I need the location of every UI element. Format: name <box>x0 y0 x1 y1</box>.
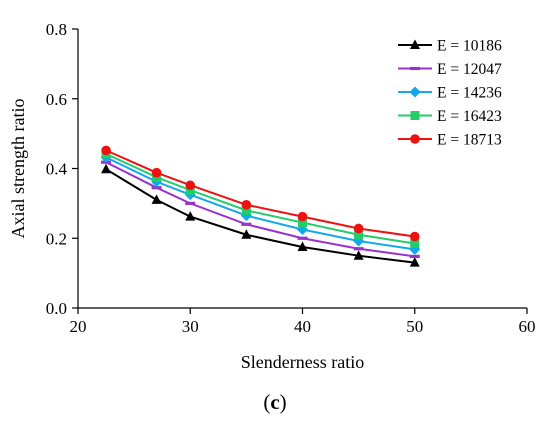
data-point <box>185 180 196 191</box>
legend-marker <box>410 111 420 120</box>
series-4 <box>101 149 420 248</box>
y-tick-label: 0.4 <box>46 160 68 179</box>
y-tick-label: 0.2 <box>46 229 67 248</box>
legend-label: E = 12047 <box>437 61 502 78</box>
x-axis-label: Slenderness ratio <box>241 352 364 372</box>
legend-label: E = 10186 <box>437 38 502 55</box>
legend-label: E = 18713 <box>437 132 502 149</box>
legend-item: E = 10186 <box>398 38 502 55</box>
data-point <box>354 230 364 240</box>
legend: E = 10186 E = 12047 E = 14236 E = 16423 E = … <box>398 38 502 149</box>
x-tick-label: 30 <box>182 317 199 336</box>
data-point <box>241 205 251 215</box>
y-tick-label: 0.0 <box>46 299 67 318</box>
y-tick-label: 0.6 <box>46 90 67 109</box>
data-point <box>151 194 162 204</box>
legend-label: E = 16423 <box>437 108 502 125</box>
legend-marker <box>410 66 420 71</box>
data-point <box>101 163 112 174</box>
legend-item: E = 14236 <box>398 85 502 102</box>
data-point <box>241 229 252 239</box>
data-point <box>241 222 252 226</box>
y-axis-label: Axial strength ratio <box>8 99 28 239</box>
series-1 <box>101 163 420 267</box>
legend-item: E = 18713 <box>398 132 502 149</box>
legend-marker <box>409 86 421 98</box>
data-point <box>241 199 252 210</box>
data-point <box>409 254 420 258</box>
legend-item: E = 12047 <box>398 61 502 78</box>
data-point <box>353 247 364 251</box>
y-tick-label: 0.8 <box>46 20 67 39</box>
data-point <box>151 186 162 190</box>
data-point <box>297 241 308 251</box>
legend-marker <box>410 39 420 49</box>
series-line <box>105 149 415 238</box>
data-point <box>297 211 308 222</box>
data-point <box>353 223 364 234</box>
data-point <box>298 218 307 228</box>
caption-letter: c <box>270 390 280 414</box>
data-point <box>409 257 420 267</box>
series-line <box>105 168 415 264</box>
legend-item: E = 16423 <box>398 108 502 125</box>
data-point <box>151 167 162 178</box>
line-chart: 20 30 40 50 60 0.0 0.2 0.4 0.6 0.8 Slenderness rat… <box>8 20 536 372</box>
caption-open: ( <box>263 390 271 414</box>
caption-close: ) <box>279 390 287 414</box>
series-3 <box>100 151 421 255</box>
data-point <box>410 238 420 248</box>
data-point <box>353 250 364 260</box>
legend-label: E = 14236 <box>437 85 502 102</box>
x-tick-label: 50 <box>406 317 423 336</box>
x-tick-label: 60 <box>519 317 536 336</box>
data-point <box>409 231 420 242</box>
data-point <box>185 185 195 195</box>
data-point <box>185 211 196 221</box>
data-point <box>297 236 308 240</box>
figure-caption: (c) <box>0 390 550 415</box>
data-point <box>185 201 196 205</box>
data-point <box>101 145 111 156</box>
x-tick-label: 40 <box>294 317 311 336</box>
x-tick-label: 20 <box>70 317 87 336</box>
series-5 <box>101 145 420 242</box>
legend-marker <box>410 134 420 144</box>
